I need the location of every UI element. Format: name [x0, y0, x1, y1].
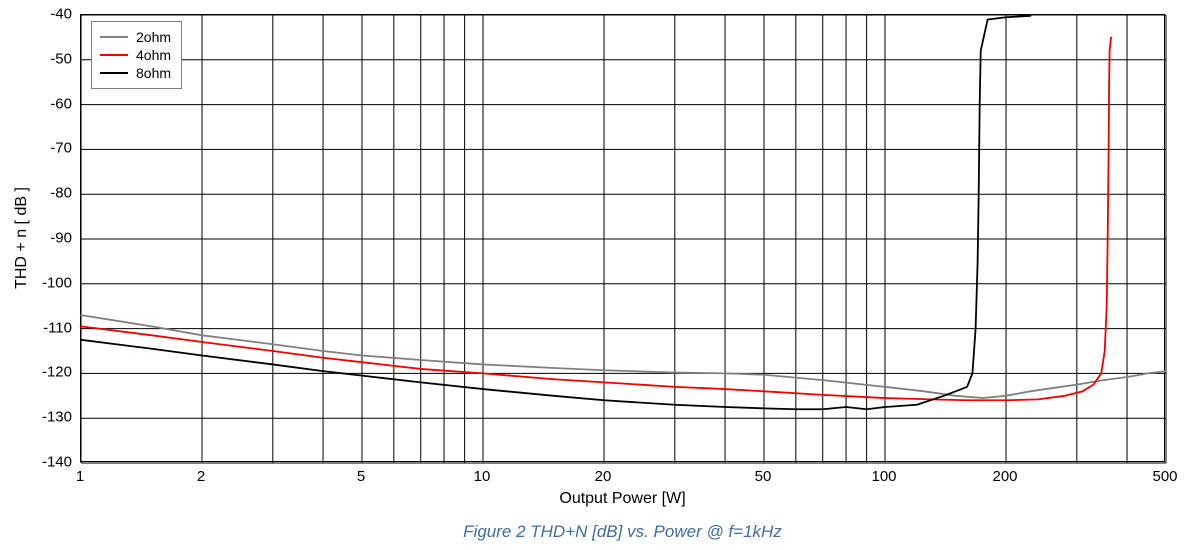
y-tick: -130	[42, 409, 72, 426]
legend-item-2ohm: 2ohm	[100, 28, 171, 46]
plot-area: 2ohm 4ohm 8ohm	[80, 14, 1165, 462]
legend-label: 8ohm	[136, 65, 171, 81]
legend-swatch	[100, 36, 128, 38]
x-tick: 5	[357, 468, 365, 485]
x-tick: 10	[474, 468, 491, 485]
y-tick: -70	[50, 140, 72, 157]
legend-item-8ohm: 8ohm	[100, 64, 171, 82]
y-tick: -110	[43, 319, 72, 336]
y-tick: -50	[50, 50, 72, 67]
x-tick: 1	[76, 468, 84, 485]
legend-label: 4ohm	[136, 47, 171, 63]
y-tick: -140	[42, 454, 72, 471]
x-tick: 500	[1152, 468, 1177, 485]
series-line-4ohm	[81, 37, 1111, 400]
data-lines	[81, 15, 1166, 463]
y-tick: -100	[42, 274, 72, 291]
y-tick: -90	[50, 230, 72, 247]
x-tick: 100	[871, 468, 896, 485]
x-tick: 2	[197, 468, 205, 485]
x-tick: 200	[993, 468, 1018, 485]
legend-item-4ohm: 4ohm	[100, 46, 171, 64]
y-tick: -60	[50, 95, 72, 112]
figure-container: 2ohm 4ohm 8ohm 1 2 5 10 20 50 100 200 500 -140 -130…	[0, 0, 1200, 550]
legend-swatch	[100, 54, 128, 56]
series-line-8ohm	[81, 16, 1030, 409]
x-axis-label: Output Power [W]	[559, 490, 685, 508]
x-tick: 20	[595, 468, 612, 485]
y-axis-label: THD + n [ dB ]	[13, 187, 31, 289]
series-line-2ohm	[81, 315, 1166, 398]
y-tick: -80	[50, 185, 72, 202]
legend: 2ohm 4ohm 8ohm	[91, 21, 182, 89]
legend-label: 2ohm	[136, 29, 171, 45]
y-tick: -40	[50, 6, 72, 23]
legend-swatch	[100, 72, 128, 74]
figure-caption: Figure 2 THD+N [dB] vs. Power @ f=1kHz	[463, 522, 782, 542]
y-tick: -120	[42, 364, 72, 381]
x-tick: 50	[755, 468, 772, 485]
